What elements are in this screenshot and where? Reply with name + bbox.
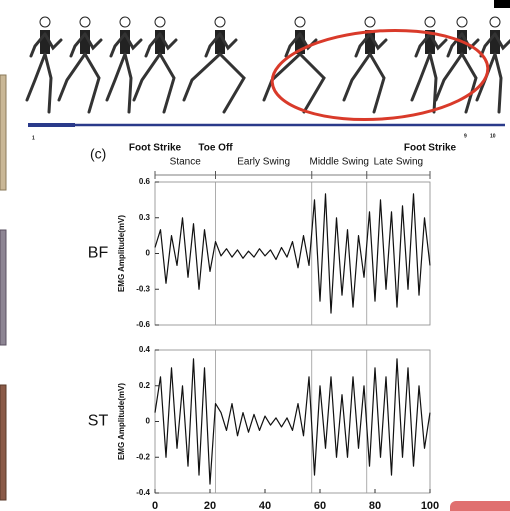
runner-head	[120, 17, 130, 27]
y-axis-label: EMG Amplitude(mV)	[117, 383, 126, 460]
panel-label: (c)	[90, 146, 106, 162]
frame-label: 10	[490, 133, 496, 139]
event-label: Foot Strike	[404, 143, 457, 154]
x-tick-label: 60	[314, 500, 326, 511]
runner-head	[425, 17, 435, 27]
x-tick-label: 80	[369, 500, 381, 511]
y-tick-label: -0.3	[136, 284, 150, 293]
signal-label: BF	[88, 245, 109, 262]
y-axis-label: EMG Amplitude(mV)	[117, 215, 126, 292]
event-label: Foot Strike	[129, 143, 182, 154]
side-panel	[0, 75, 6, 190]
y-tick-label: 0.2	[139, 381, 151, 390]
runner-head	[457, 17, 467, 27]
y-tick-label: -0.2	[136, 452, 150, 461]
signal-label: ST	[88, 413, 109, 430]
y-tick-label: 0.4	[139, 345, 151, 354]
phase-label: Early Swing	[237, 157, 290, 168]
figure: 1 9 10 (c) Foot Strike Toe Off Foot Strike…	[0, 0, 510, 511]
side-panel	[0, 230, 6, 345]
button[interactable]	[450, 501, 510, 511]
y-tick-label: -0.6	[136, 320, 150, 329]
frame-label: 9	[464, 133, 467, 139]
y-tick-label: 0.3	[139, 213, 151, 222]
runner-head	[295, 17, 305, 27]
page: {"panel_label": "(c)", "runner_frames": …	[0, 0, 510, 511]
event-label: Toe Off	[198, 143, 233, 154]
runner-head	[80, 17, 90, 27]
x-tick-label: 100	[421, 500, 439, 511]
runner-head	[490, 17, 500, 27]
runner-head	[155, 17, 165, 27]
corner-block	[494, 0, 510, 8]
phase-label: Stance	[170, 157, 202, 168]
frame-label: 1	[32, 135, 35, 141]
runner-head	[365, 17, 375, 27]
runner-head	[40, 17, 50, 27]
x-tick-label: 0	[152, 500, 158, 511]
phase-label: Middle Swing	[310, 157, 369, 168]
y-tick-label: 0.6	[139, 177, 151, 186]
phase-label: Late Swing	[374, 157, 423, 168]
y-tick-label: 0	[146, 249, 151, 258]
y-tick-label: -0.4	[136, 488, 150, 497]
runner-head	[215, 17, 225, 27]
side-panel	[0, 385, 6, 500]
x-tick-label: 40	[259, 500, 271, 511]
x-tick-label: 20	[204, 500, 216, 511]
y-tick-label: 0	[146, 417, 151, 426]
